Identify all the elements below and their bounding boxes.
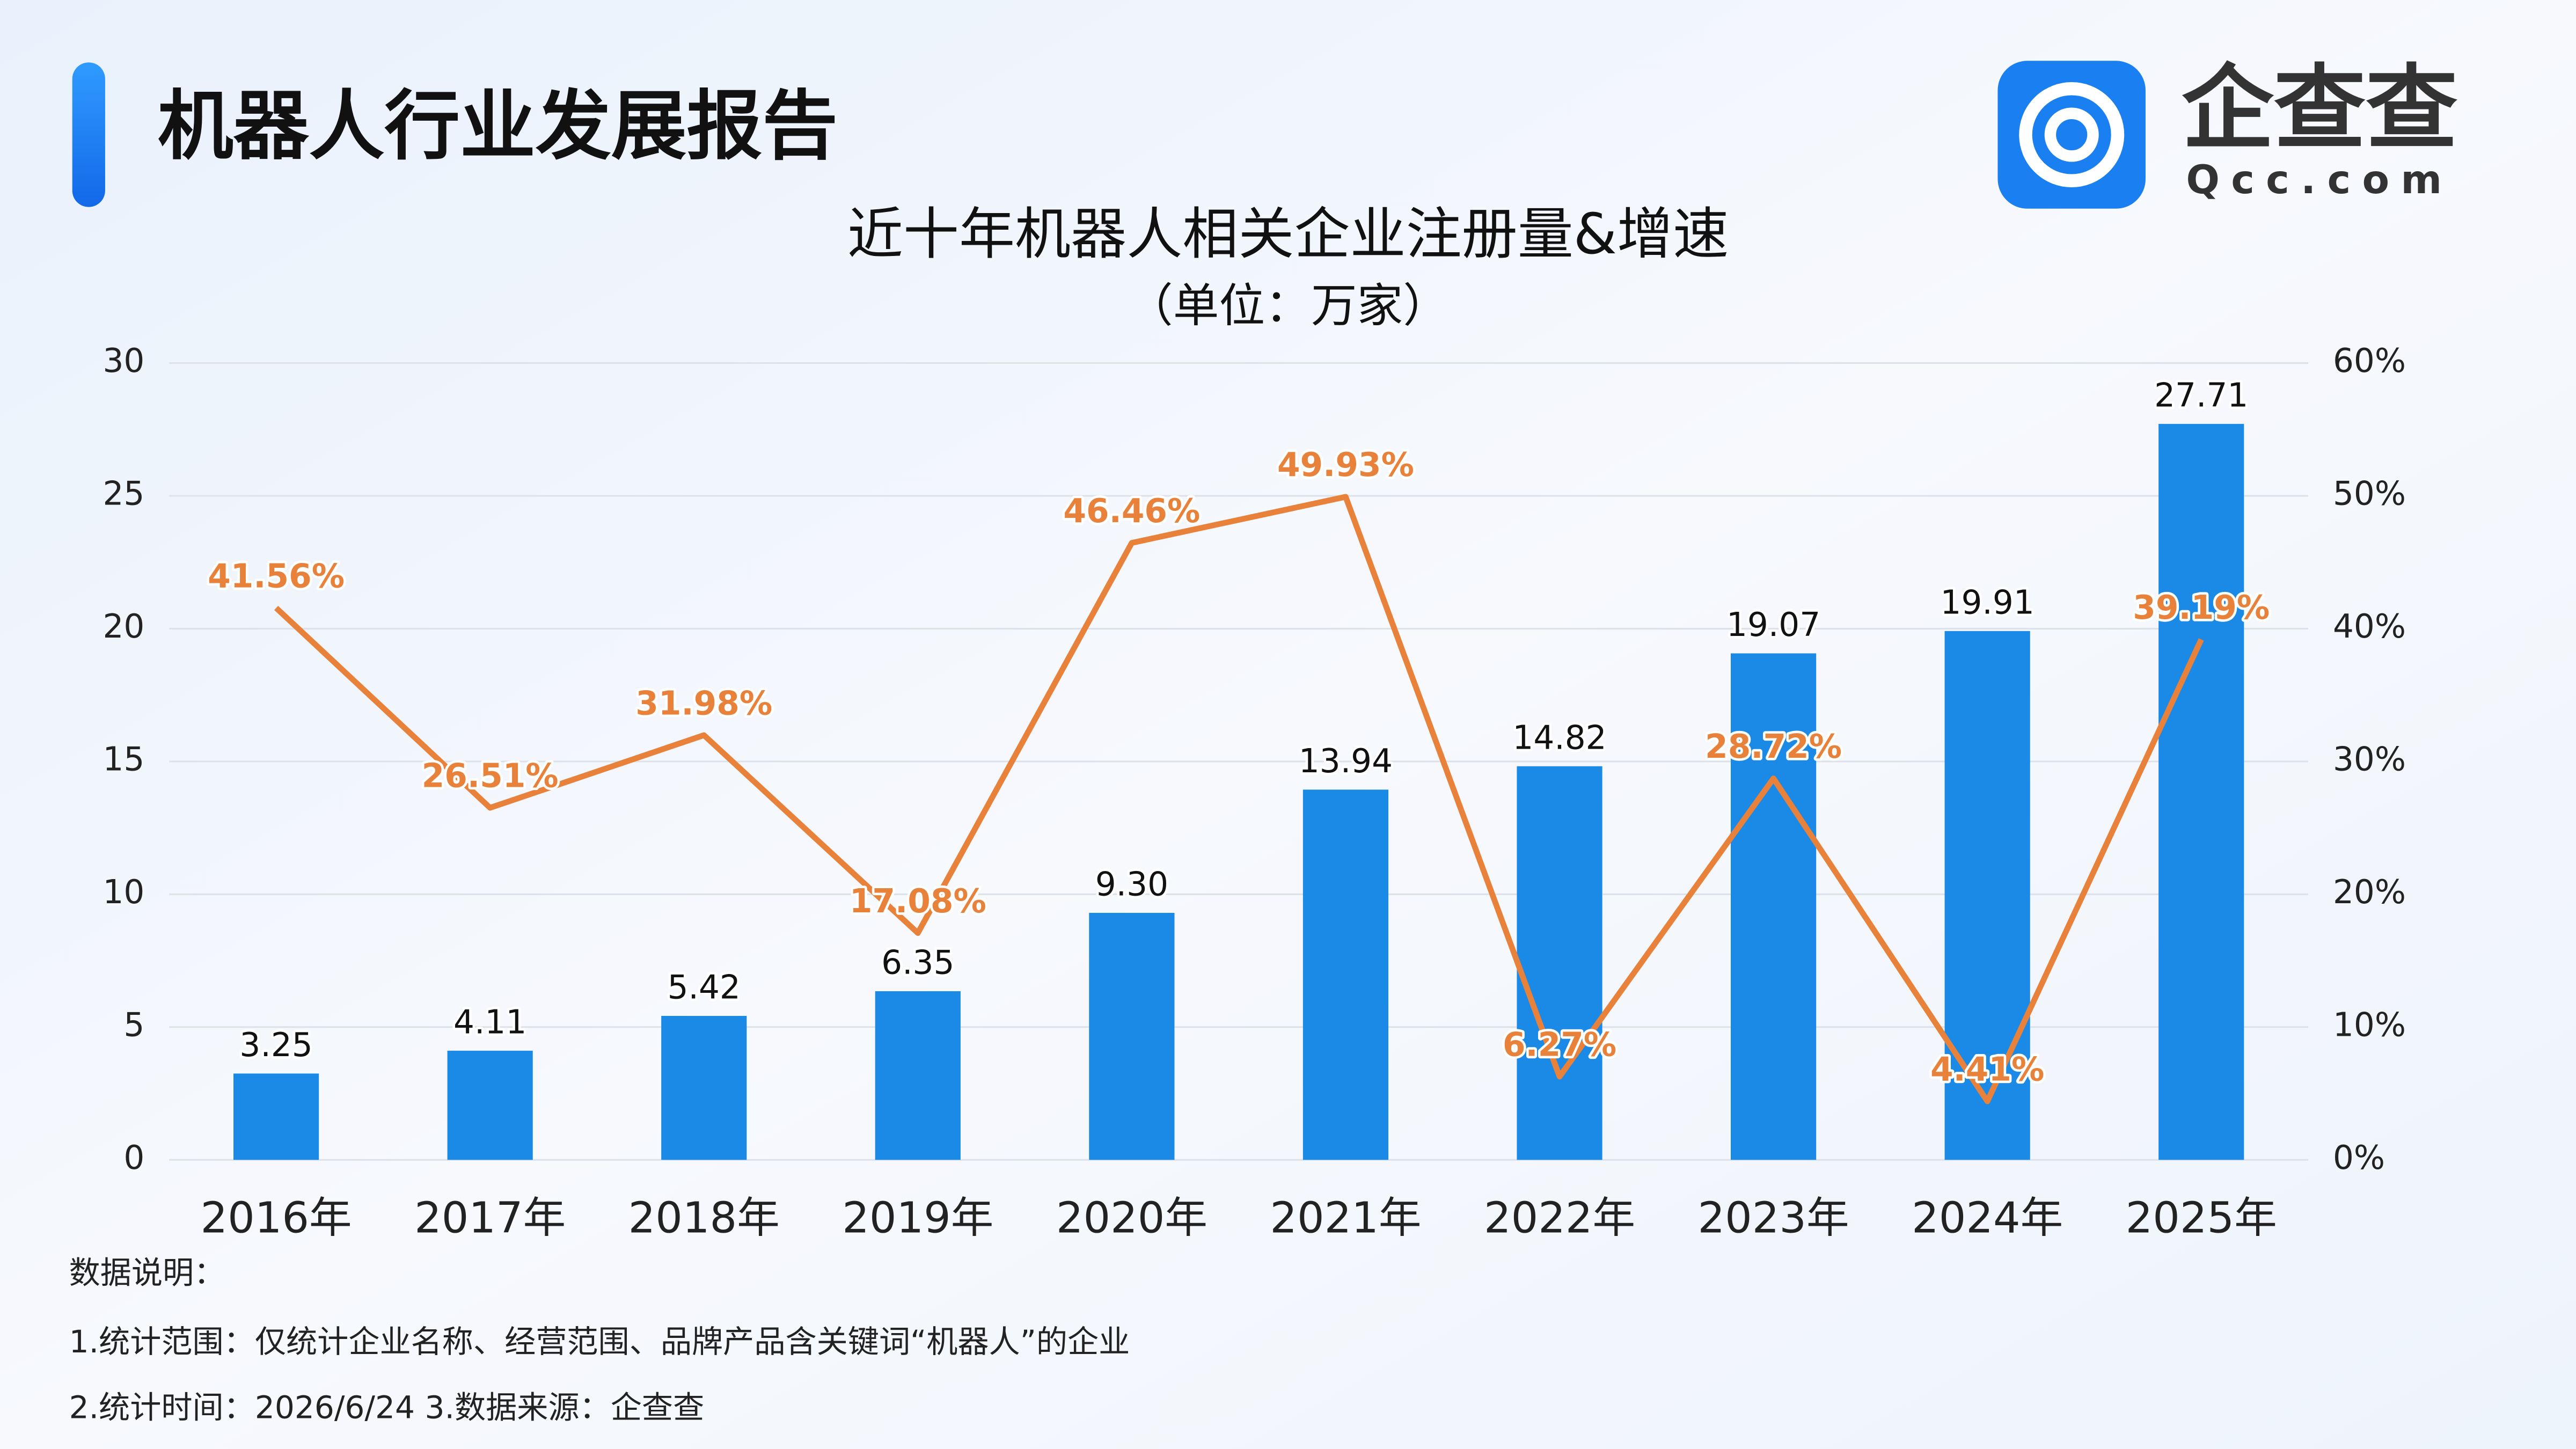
x-tick-label: 2024年 (1912, 1192, 2063, 1242)
chart-subtitle: （单位：万家） (1127, 279, 1449, 333)
y2-tick-label: 50% (2333, 475, 2406, 513)
y2-tick-label: 10% (2333, 1006, 2406, 1044)
line-value-label: 41.56% (208, 557, 345, 595)
bar-value-label: 9.30 (1095, 866, 1168, 904)
x-tick-label: 2025年 (2126, 1192, 2277, 1242)
bar-value-label: 27.71 (2154, 376, 2248, 414)
y-tick-label: 5 (123, 1006, 144, 1044)
line-value-label: 46.46% (1063, 492, 1200, 530)
bar-value-label: 19.91 (1941, 583, 2035, 621)
y2-tick-label: 30% (2333, 740, 2406, 778)
line-value-label: 28.72% (1705, 728, 1842, 766)
x-tick-label: 2018年 (628, 1192, 780, 1242)
y2-tick-label: 60% (2333, 342, 2406, 380)
bar (1089, 912, 1175, 1160)
y-tick-label: 10 (103, 873, 144, 911)
x-tick-label: 2023年 (1698, 1192, 1849, 1242)
bar (661, 1015, 747, 1160)
line-value-label: 39.19% (2133, 589, 2270, 627)
line-value-label: 17.08% (850, 882, 986, 920)
x-tick-label: 2021年 (1270, 1192, 1421, 1242)
line-value-label: 49.93% (1277, 446, 1414, 484)
bar-value-label: 13.94 (1299, 742, 1393, 780)
header-title: 机器人行业发展报告 (158, 82, 838, 170)
bar (1302, 789, 1389, 1160)
bar (1731, 653, 1817, 1160)
bar-value-label: 5.42 (668, 969, 741, 1007)
logo-domain: Qcc.com (2186, 157, 2453, 203)
footer-line: 1.统计范围：仅统计企业名称、经营范围、品牌产品含关键词“机器人”的企业 (69, 1323, 1130, 1360)
bar (447, 1050, 533, 1160)
bar (875, 991, 961, 1160)
x-tick-label: 2022年 (1484, 1192, 1635, 1242)
y-tick-label: 30 (103, 342, 144, 380)
header-accent (72, 62, 105, 207)
x-tick-label: 2020年 (1056, 1192, 1208, 1242)
x-tick-label: 2019年 (842, 1192, 993, 1242)
logo-text: 企查查 (2182, 55, 2457, 162)
footer-line: 2.统计时间：2026/6/24 3.数据来源：企查查 (69, 1389, 705, 1426)
line (274, 494, 2204, 1104)
bar (233, 1073, 319, 1160)
footer-line: 数据说明： (69, 1255, 225, 1291)
bar (2158, 423, 2244, 1160)
y2-tick-label: 40% (2333, 608, 2406, 646)
logo-ring (2019, 82, 2125, 187)
y2-tick-label: 20% (2333, 873, 2406, 911)
line-value-label: 4.41% (1930, 1051, 2044, 1089)
y-tick-label: 0 (123, 1139, 144, 1177)
y-tick-label: 25 (103, 475, 144, 513)
bar (1517, 766, 1602, 1160)
x-tick-label: 2016年 (201, 1192, 352, 1242)
bar-value-label: 6.35 (881, 944, 954, 982)
bar-value-label: 14.82 (1512, 719, 1606, 757)
y-tick-label: 15 (103, 740, 144, 778)
line-value-label: 31.98% (635, 684, 772, 722)
y-tick-label: 20 (103, 608, 144, 646)
bar-value-label: 3.25 (239, 1026, 312, 1064)
y2-tick-label: 0% (2333, 1139, 2385, 1177)
line-value-label: 26.51% (422, 757, 559, 795)
logo-core (2044, 107, 2099, 162)
bar-value-label: 4.11 (453, 1003, 526, 1041)
x-tick-label: 2017年 (414, 1192, 566, 1242)
line-value-label: 6.27% (1503, 1026, 1616, 1064)
chart-title: 近十年机器人相关企业注册量&增速 (847, 201, 1729, 267)
bar-value-label: 19.07 (1726, 606, 1820, 644)
bar (1944, 631, 2030, 1160)
